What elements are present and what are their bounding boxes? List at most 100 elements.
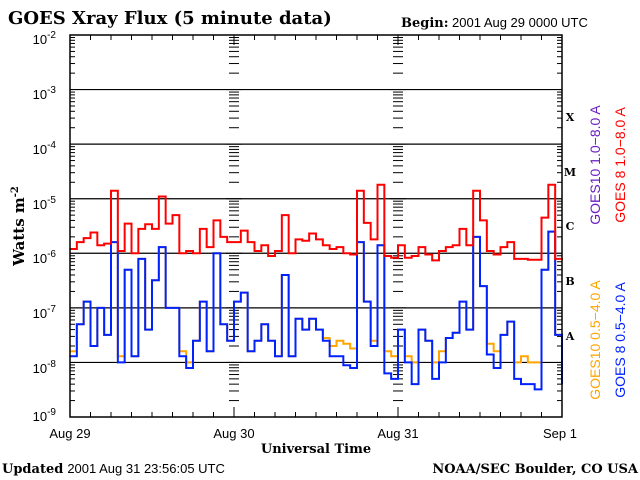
data-point: [130, 252, 133, 255]
data-point: [158, 195, 160, 198]
data-point: [533, 361, 536, 364]
data-point: [212, 252, 215, 255]
y-tick-label: 10-3: [33, 85, 57, 102]
data-point: [199, 228, 201, 230]
data-point: [219, 323, 222, 326]
data-point: [376, 183, 379, 186]
data-point: [369, 238, 372, 241]
data-point: [506, 241, 509, 243]
chart-title: GOES Xray Flux (5 minute data): [8, 8, 332, 29]
data-point: [315, 328, 317, 331]
flare-class-b: B: [565, 275, 574, 288]
data-point: [527, 383, 529, 385]
data-point: [185, 250, 187, 252]
data-point: [89, 345, 92, 347]
data-point: [294, 318, 297, 320]
data-point: [226, 241, 228, 243]
data-point: [527, 361, 529, 364]
series-line-goes-8-1-0-8-0-a: [70, 183, 563, 262]
data-point: [178, 252, 181, 255]
data-point: [356, 189, 358, 192]
data-point: [335, 355, 338, 358]
data-point: [533, 258, 536, 261]
data-point: [349, 253, 351, 256]
data-point: [513, 378, 515, 380]
data-point: [246, 350, 249, 353]
y-tick-label: 10-7: [33, 304, 57, 321]
axis-ticks: [69, 34, 563, 418]
data-point: [322, 244, 324, 247]
data-point: [424, 253, 427, 256]
legend-goes8-long: GOES 8 1.0−8.0 A: [612, 107, 628, 223]
data-point: [301, 328, 304, 331]
credit-line: NOAA/SEC Boulder, CO USA: [432, 462, 639, 477]
data-point: [219, 236, 222, 238]
data-point: [492, 367, 495, 369]
data-point: [151, 228, 153, 230]
data-point: [294, 238, 297, 241]
data-point: [103, 334, 105, 336]
data-point: [554, 334, 556, 336]
data-point: [82, 300, 85, 303]
data-point: [547, 183, 550, 186]
data-point: [117, 361, 119, 364]
data-point: [212, 219, 215, 222]
data-point: [335, 339, 338, 342]
data-point: [123, 222, 126, 225]
data-point: [410, 383, 413, 385]
data-point: [390, 355, 392, 358]
data-point: [103, 242, 105, 245]
data-point: [527, 258, 529, 261]
begin-value: 2001 Aug 29 0000 UTC: [452, 15, 588, 30]
y-tick-label: 10-9: [33, 407, 57, 424]
data-point: [540, 268, 543, 271]
data-point: [82, 237, 85, 239]
updated-line: Updated 2001 Aug 31 23:56:05 UTC: [2, 461, 225, 477]
data-point: [533, 388, 536, 391]
data-point: [164, 307, 167, 309]
data-point: [328, 248, 331, 250]
data-point: [253, 339, 256, 342]
data-point: [499, 246, 502, 248]
data-point: [185, 367, 187, 369]
data-point: [458, 228, 461, 230]
x-tick-label: Aug 31: [377, 426, 418, 441]
data-point: [96, 307, 99, 309]
data-point: [438, 250, 440, 252]
data-point: [96, 244, 99, 247]
data-point: [274, 250, 276, 252]
data-point: [267, 255, 269, 257]
data-point: [479, 219, 481, 222]
data-point: [492, 350, 495, 353]
data-point: [492, 253, 495, 256]
x-tick-label: Sep 1: [543, 426, 577, 441]
data-point: [328, 355, 331, 358]
data-point: [397, 244, 399, 247]
x-tick-label: Aug 29: [49, 426, 90, 441]
data-point: [137, 228, 140, 230]
y-tick-label: 10-4: [33, 140, 57, 157]
series-line-goes-8-0-5-4-0-a: [70, 230, 563, 391]
y-axis-label: Watts m-2: [10, 186, 28, 267]
data-point: [404, 256, 406, 259]
data-point: [431, 378, 433, 380]
data-point: [417, 328, 420, 331]
x-axis-label: Universal Time: [261, 442, 371, 457]
x-tick-label: Aug 30: [213, 426, 254, 441]
data-point: [76, 241, 78, 243]
data-point: [205, 350, 208, 353]
data-point: [397, 328, 399, 331]
data-point: [342, 364, 345, 366]
data-point: [322, 339, 324, 342]
data-point: [438, 361, 440, 364]
data-point: [164, 222, 167, 225]
data-point: [472, 189, 474, 192]
data-point: [233, 300, 235, 303]
data-point: [287, 355, 290, 358]
data-point: [315, 238, 317, 241]
data-point: [383, 372, 386, 375]
data-point: [240, 229, 242, 232]
y-tick-label: 10-5: [33, 195, 57, 212]
legend-goes10-short: GOES10 0.5−4.0 A: [587, 280, 603, 400]
